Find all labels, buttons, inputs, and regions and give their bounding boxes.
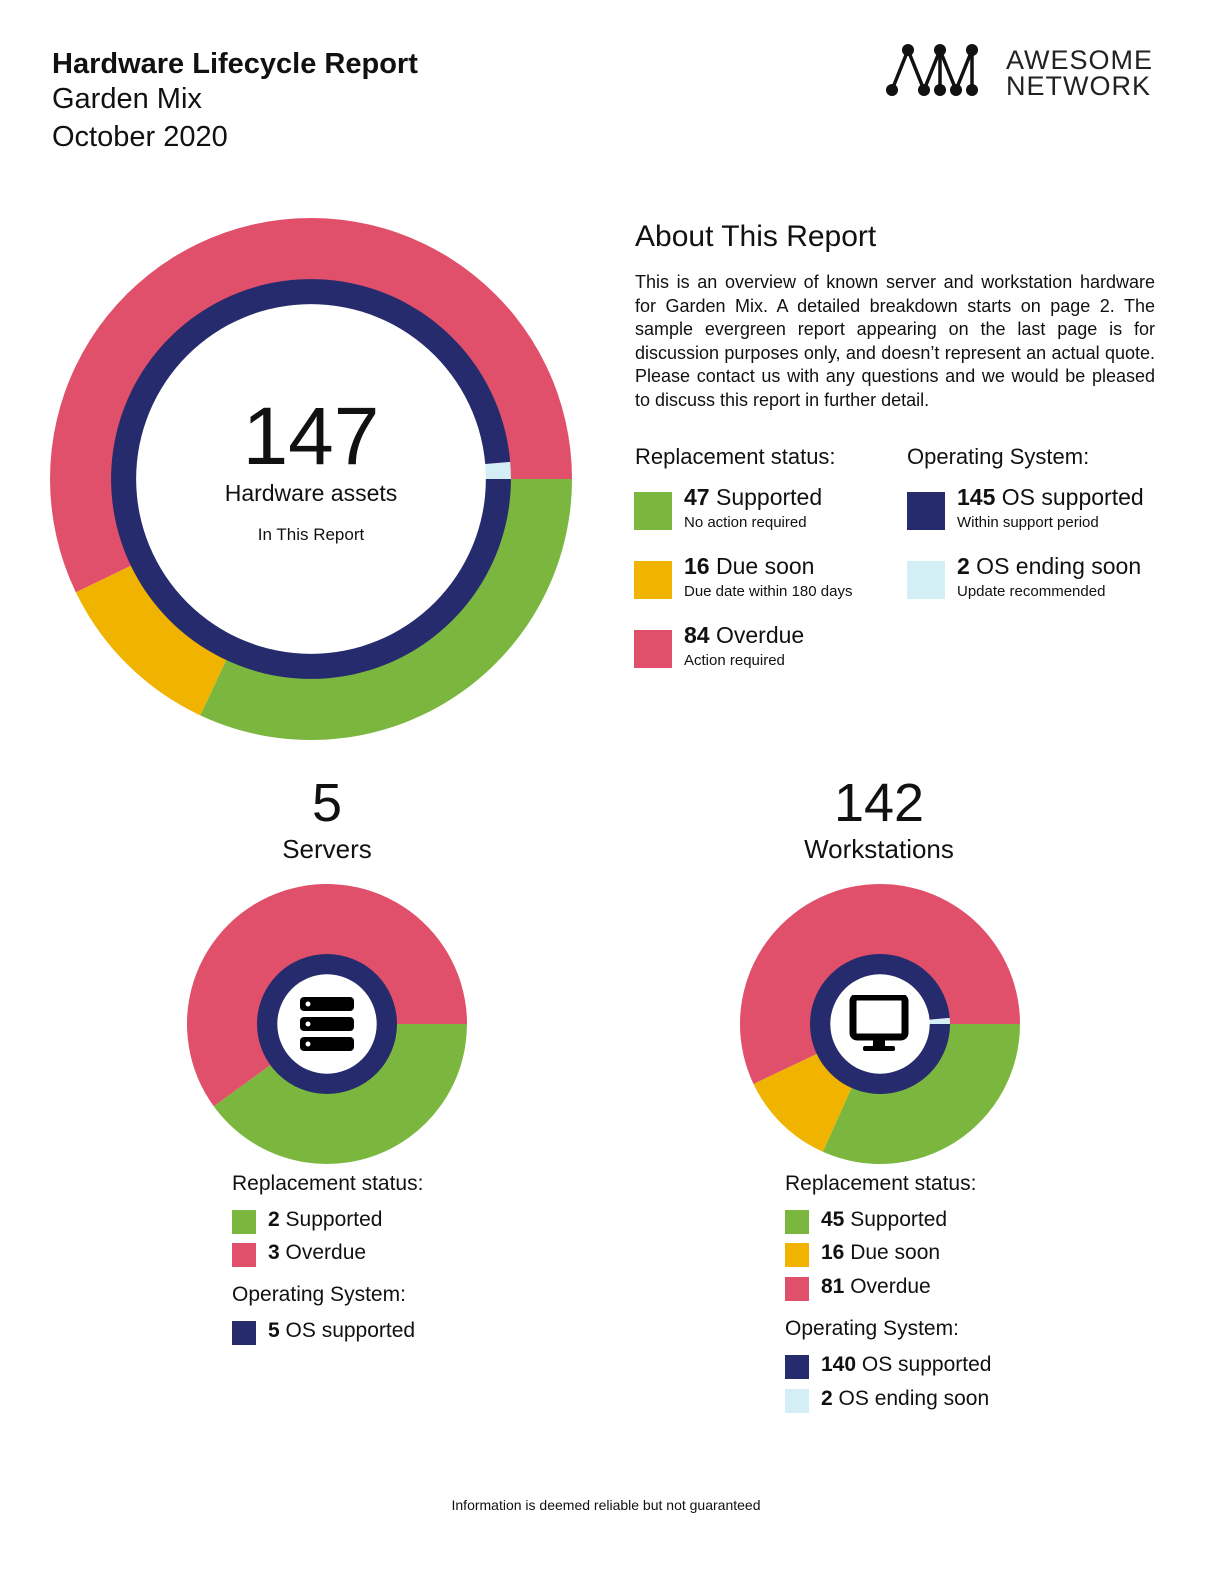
servers-replacement-heading: Replacement status:: [232, 1172, 424, 1195]
legend-label: OS supported: [279, 1319, 416, 1342]
total-donut-hole: [136, 304, 486, 654]
legend-count: 2: [821, 1387, 833, 1410]
legend-count: 84: [684, 622, 710, 648]
workstations-replacement-heading: Replacement status:: [785, 1172, 977, 1195]
workstations-count: 142: [833, 773, 925, 833]
legend-label: Supported: [709, 484, 823, 510]
legend-sub: Update recommended: [957, 583, 1106, 600]
logo-line-1: AWESOME: [1006, 45, 1154, 75]
total-count: 147: [242, 391, 380, 482]
workstations-donut-chart: [740, 884, 1020, 1164]
due-soon-swatch: [785, 1243, 809, 1267]
legend-label: Overdue: [709, 622, 805, 648]
legend-count: 5: [268, 1319, 280, 1342]
legend-label: OS supported: [856, 1353, 992, 1376]
network-nodes-icon: [886, 44, 978, 96]
due-soon-swatch: [634, 561, 672, 599]
legend-count: 81: [821, 1275, 845, 1298]
legend-label: Overdue: [279, 1241, 367, 1264]
legend-label: Overdue: [844, 1275, 931, 1298]
supported-swatch: [232, 1210, 256, 1234]
legend-count: 140: [821, 1353, 857, 1376]
report-title: Hardware Lifecycle Report: [52, 48, 418, 80]
servers-label: Servers: [282, 834, 372, 864]
overdue-swatch: [232, 1243, 256, 1267]
os-supported-swatch: [232, 1321, 256, 1345]
legend-count: 145: [957, 484, 996, 510]
os-ending-swatch: [785, 1389, 809, 1413]
legend-count: 2: [268, 1208, 280, 1231]
legend-count: 3: [268, 1241, 280, 1264]
legend-count: 47: [684, 484, 710, 510]
os-supported-swatch: [785, 1355, 809, 1379]
legend-sub: No action required: [684, 514, 807, 531]
servers-count: 5: [311, 773, 343, 833]
overdue-swatch: [785, 1277, 809, 1301]
workstations-label: Workstations: [804, 834, 954, 864]
os-supported-swatch: [907, 492, 945, 530]
legend-label: OS ending soon: [832, 1387, 990, 1410]
client-name: Garden Mix: [52, 83, 202, 115]
total-label: Hardware assets: [224, 480, 398, 506]
os-ending-swatch: [907, 561, 945, 599]
about-heading: About This Report: [635, 220, 877, 253]
os-heading: Operating System:: [907, 444, 1090, 469]
servers-replacement-supported-slice: [213, 1024, 467, 1164]
supported-swatch: [785, 1210, 809, 1234]
workstations-os-heading: Operating System:: [785, 1317, 959, 1340]
legend-count: 16: [684, 553, 710, 579]
servers-os-heading: Operating System:: [232, 1283, 406, 1306]
total-donut-chart: [50, 218, 572, 740]
monitor-icon: [849, 995, 909, 1051]
server-stack-icon: [300, 997, 354, 1051]
replacement-heading: Replacement status:: [635, 444, 836, 469]
logo-line-2: NETWORK: [1006, 71, 1151, 101]
footer-disclaimer: Information is deemed reliable but not g…: [451, 1497, 761, 1513]
overdue-swatch: [634, 630, 672, 668]
legend-sub: Due date within 180 days: [684, 583, 853, 600]
legend-sub: Within support period: [957, 514, 1099, 531]
legend-label: OS ending soon: [969, 553, 1142, 579]
legend-label: Due soon: [709, 553, 815, 579]
report-date: October 2020: [52, 121, 228, 153]
legend-label: Supported: [844, 1208, 948, 1231]
about-body: This is an overview of known server and …: [635, 272, 1155, 410]
legend-label: OS supported: [995, 484, 1144, 510]
legend-sub: Action required: [684, 652, 785, 669]
legend-count: 45: [821, 1208, 845, 1231]
legend-label: Due soon: [844, 1241, 941, 1264]
total-sublabel: In This Report: [257, 525, 365, 544]
legend-label: Supported: [279, 1208, 383, 1231]
legend-count: 16: [821, 1241, 845, 1264]
supported-swatch: [634, 492, 672, 530]
legend-count: 2: [957, 553, 970, 579]
